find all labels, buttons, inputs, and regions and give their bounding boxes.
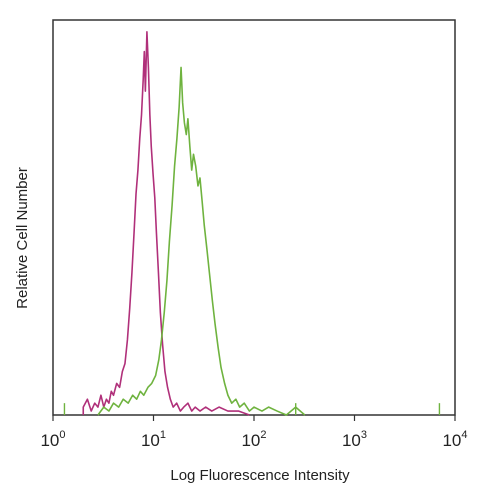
x-tick-label-1: 101 <box>141 429 166 450</box>
y-axis-label: Relative Cell Number <box>14 167 31 309</box>
x-tick-label-0: 100 <box>40 429 65 450</box>
series-layer <box>82 31 306 416</box>
x-tick-label-2: 102 <box>241 429 266 450</box>
histogram-series-1 <box>82 31 250 416</box>
x-axis-ticks: 100 101 102 103 104 <box>40 415 468 450</box>
histogram-series-2 <box>97 66 306 416</box>
x-axis-label: Log Fluorescence Intensity <box>170 467 350 484</box>
x-tick-label-4: 104 <box>442 429 467 450</box>
spike-layer <box>63 403 441 415</box>
x-tick-label-3: 103 <box>342 429 367 450</box>
plot-frame <box>52 19 456 416</box>
